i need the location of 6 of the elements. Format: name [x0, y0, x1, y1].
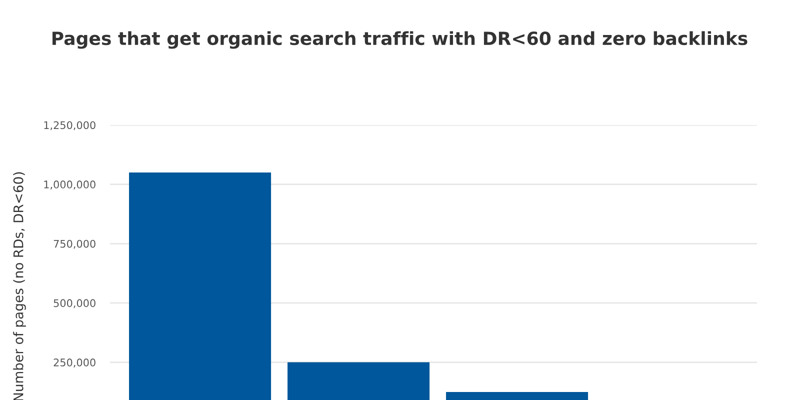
y-tick-label: 1,250,000: [44, 121, 96, 130]
chart-title: Pages that get organic search traffic with DR<60 and zero backlinks: [52, 31, 748, 49]
y-tick-label: 750,000: [54, 240, 96, 249]
y-tick-label: 1,000,000: [44, 180, 96, 190]
y-tick-label: 250,000: [54, 358, 96, 368]
y-tick-label: 500,000: [54, 299, 96, 308]
